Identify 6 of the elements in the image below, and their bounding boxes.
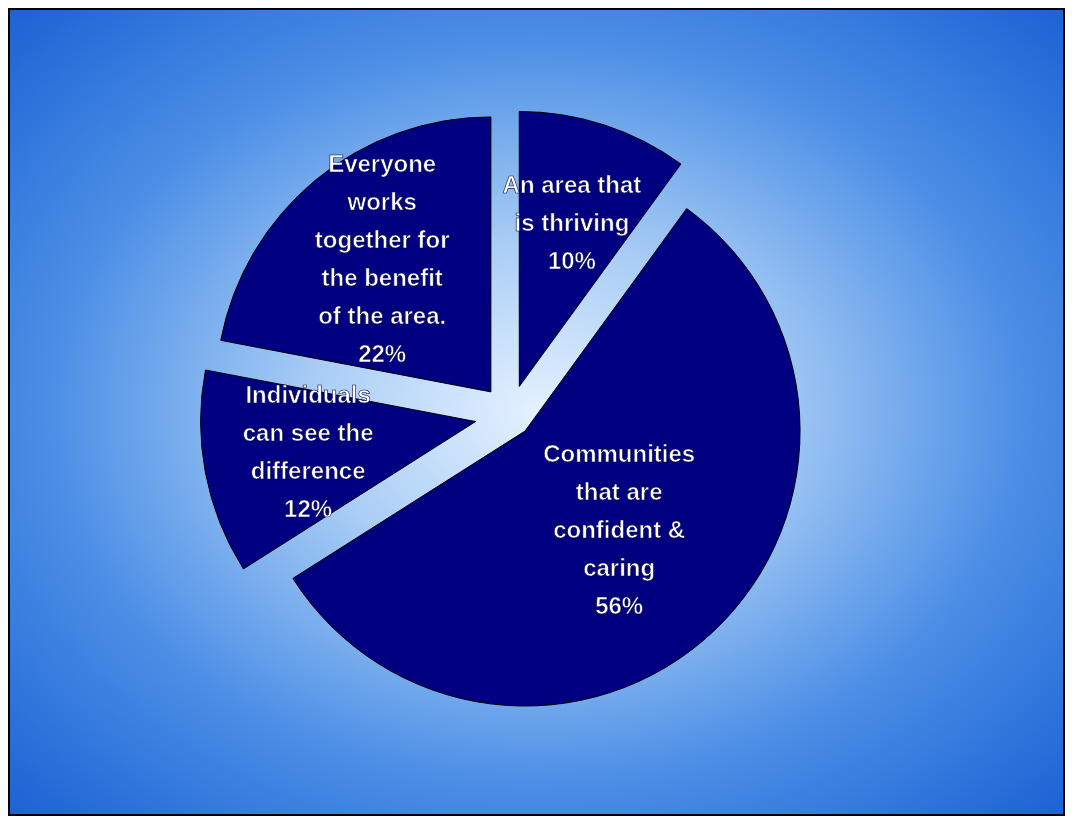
data-label: 10%: [547, 246, 596, 274]
slice-label: Everyone works together for the benefit of the area.: [314, 149, 450, 329]
slice-label: Communities that are confident & caring: [543, 439, 696, 581]
data-label: 56%: [595, 591, 644, 619]
data-label: 12%: [284, 494, 333, 522]
data-label: 22%: [358, 339, 407, 367]
